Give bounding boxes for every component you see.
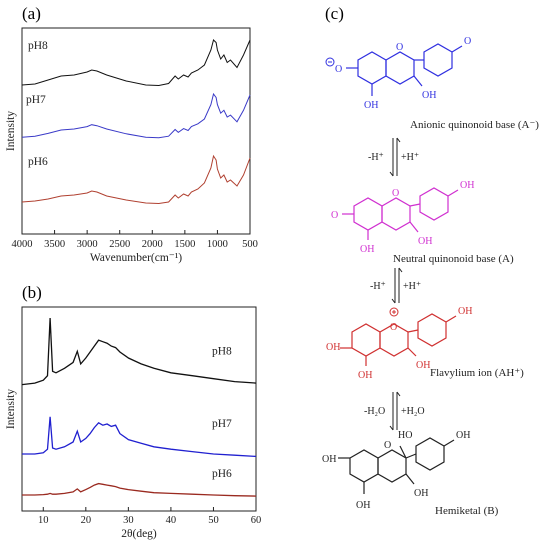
bond-co — [451, 45, 463, 53]
x-tick-label: 3000 — [77, 239, 98, 250]
panel-label-a: (a) — [22, 4, 41, 23]
equilibrium-arrow — [391, 267, 403, 304]
panel-label-c: (c) — [325, 4, 344, 23]
structure-flavylium — [340, 313, 457, 366]
atom-label: OH — [422, 90, 436, 101]
xrd-y-axis-label: Intensity — [5, 389, 17, 429]
structure-neutral — [342, 187, 459, 240]
atom-label: O — [396, 42, 403, 53]
atom-label: OH — [416, 360, 430, 371]
atom-label: O — [392, 188, 399, 199]
atom-label: OH — [360, 244, 374, 255]
caption-hemiketal: Hemiketal (B) — [435, 505, 499, 517]
x-tick-label: 60 — [251, 515, 262, 526]
x-tick-label: 40 — [166, 515, 177, 526]
x-tick-label: 3500 — [44, 239, 65, 250]
ring-a — [357, 51, 387, 85]
positive-charge-icon — [389, 307, 399, 317]
atom-label: HO — [398, 430, 412, 441]
x-tick-label: 2500 — [109, 239, 130, 250]
series-line-ph6 — [21, 154, 251, 205]
series-line-ph7 — [22, 416, 257, 458]
x-tick-label: 1000 — [207, 239, 228, 250]
equilibrium-arrow — [389, 137, 401, 177]
atom-label: OH — [414, 488, 428, 499]
structure-hemiketal — [338, 437, 455, 494]
x-tick-label: 2000 — [142, 239, 163, 250]
arrow-left-label: -H₂O — [364, 406, 385, 417]
atom-label: O — [384, 440, 391, 451]
x-tick-label: 1500 — [174, 239, 195, 250]
series-line-ph8 — [21, 317, 257, 386]
atom-label: OH — [458, 306, 472, 317]
series-label-ph8: pH8 — [212, 346, 232, 358]
series-label-ph7: pH7 — [212, 418, 232, 430]
arrow-right-label: +H₂O — [401, 406, 425, 417]
x-tick-label: 30 — [123, 515, 134, 526]
arrow-left-label: -H⁺ — [368, 152, 384, 163]
atom-label: OH — [460, 180, 474, 191]
ftir-plot-frame — [21, 27, 251, 235]
atom-label: O — [390, 322, 397, 333]
series-label-ph6: pH6 — [212, 468, 232, 480]
series-label-ph7: pH7 — [26, 94, 46, 106]
x-tick-label: 20 — [81, 515, 92, 526]
reaction-scheme: O O OH OH O Anionic quinonoid base (A⁻) … — [322, 36, 539, 517]
caption-flavylium: Flavylium ion (AH⁺) — [430, 367, 524, 379]
arrow-right-label: +H⁺ — [401, 152, 419, 163]
series-label-ph8: pH8 — [28, 40, 48, 52]
bond-o3 — [413, 75, 423, 87]
series-line-ph6 — [22, 482, 257, 497]
xrd-plot-frame — [21, 306, 257, 512]
caption-anionic: Anionic quinonoid base (A⁻) — [410, 119, 539, 131]
x-tick-label: 50 — [208, 515, 219, 526]
series-label-ph6: pH6 — [28, 156, 48, 168]
atom-label: OH — [322, 454, 336, 465]
atom-label: O — [335, 64, 342, 75]
arrow-left-label: -H⁺ — [370, 281, 386, 292]
ftir-y-axis-label: Intensity — [5, 111, 17, 151]
panel-label-b: (b) — [22, 283, 42, 302]
xrd-x-axis-label: 2θ(deg) — [121, 528, 157, 540]
ring-b — [423, 43, 453, 77]
x-tick-label: 10 — [38, 515, 49, 526]
ftir-chart: Wavenumber(cm⁻¹) Intensity 4000 3500 3000 2… — [5, 27, 258, 264]
atom-label: O — [331, 210, 338, 221]
equilibrium-arrow — [389, 391, 401, 431]
series-line-ph8 — [21, 39, 251, 87]
atom-label: OH — [456, 430, 470, 441]
atom-label: OH — [356, 500, 370, 511]
atom-label: O — [464, 36, 471, 47]
xrd-chart: 2θ(deg) Intensity 10 20 30 40 50 60 pH8 pH7 pH6 — [5, 306, 262, 540]
ring-c — [385, 51, 415, 85]
negative-charge-icon — [325, 57, 335, 67]
x-tick-label: 500 — [242, 239, 258, 250]
atom-label: OH — [326, 342, 340, 353]
atom-label: OH — [418, 236, 432, 247]
arrow-right-label: +H⁺ — [403, 281, 421, 292]
atom-label: OH — [364, 100, 378, 111]
series-line-ph7 — [21, 92, 251, 139]
caption-neutral: Neutral quinonoid base (A) — [393, 253, 514, 265]
atom-label: OH — [358, 370, 372, 381]
ftir-x-axis-label: Wavenumber(cm⁻¹) — [90, 252, 182, 264]
x-tick-label: 4000 — [12, 239, 33, 250]
structure-anionic — [346, 43, 463, 96]
